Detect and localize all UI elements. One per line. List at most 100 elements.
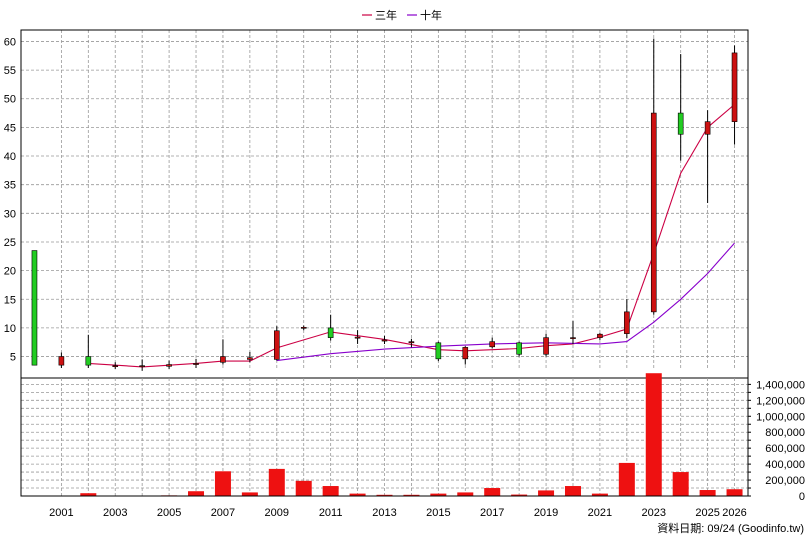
candlesticks: [31, 38, 738, 371]
candle-2005: [166, 360, 172, 370]
volume-bar-2019: [538, 490, 555, 496]
candle-body: [193, 363, 199, 365]
volume-bar-2020: [564, 486, 581, 496]
volume-bar-2017: [484, 488, 501, 496]
volume-bar-2010: [295, 480, 312, 496]
volume-tick-label: 400,000: [765, 459, 805, 471]
volume-bar-2023: [645, 373, 662, 496]
candle-2014: [408, 338, 415, 348]
volume-bar-2009: [268, 468, 285, 496]
chart-frame: [20, 29, 749, 497]
candle-body: [516, 342, 522, 355]
candle-2003: [112, 362, 119, 370]
price-tick-label: 35: [4, 180, 16, 192]
candle-2013: [381, 335, 388, 344]
candle-body: [624, 311, 630, 334]
x-tick-label: 2017: [480, 507, 504, 519]
candle-body: [462, 347, 469, 360]
x-axis: 2001 2003 2005 2007 2009 2011 2013 2015 2017 2019…: [49, 507, 747, 519]
candle-body: [166, 364, 172, 367]
candle-body: [489, 341, 496, 348]
price-tick-label: 60: [4, 36, 16, 48]
volume-bar-2014: [403, 494, 420, 496]
volume-tick-label: 1,200,000: [756, 395, 805, 407]
candle-body: [112, 365, 119, 368]
candle-2026: [731, 45, 738, 145]
candle-2007: [220, 339, 226, 365]
candle-body: [31, 250, 38, 366]
volume-bar-2016: [457, 492, 474, 496]
volume-bar-2006: [188, 491, 205, 496]
volume-tick-label: 200,000: [765, 475, 805, 487]
x-tick-label: 2013: [372, 507, 396, 519]
candle-body: [731, 52, 738, 122]
data-date-note: 資料日期: 09/24 (Goodinfo.tw): [657, 521, 804, 535]
candle-body: [381, 339, 388, 342]
candle-2016: [462, 346, 469, 365]
candle-2010: [300, 325, 307, 331]
candle-2019: [543, 333, 549, 357]
price-tick-label: 20: [4, 266, 16, 278]
price-gridlines: [21, 30, 748, 379]
volume-bar-2012: [349, 493, 366, 496]
volume-gridlines: [21, 378, 748, 497]
x-tick-label: 2015: [426, 507, 450, 519]
x-tick-label: 2025: [695, 507, 719, 519]
volume-bar-2018: [511, 494, 528, 496]
candle-2025: [704, 110, 711, 204]
x-tick-label: 2007: [211, 507, 235, 519]
volume-axis: 0 200,000 400,000 600,000 800,000 1,000,000 1,…: [748, 379, 805, 503]
x-tick-label: 2023: [642, 507, 666, 519]
candle-body: [435, 342, 442, 360]
candle-2000: [31, 250, 38, 366]
volume-bar-2002: [80, 493, 97, 496]
price-panel: 5 10 15 20 25 30 35 40 45 50 55 60: [4, 30, 748, 379]
candle-body: [220, 356, 226, 363]
legend-label-1: 十年: [420, 8, 442, 22]
x-tick-label: 2011: [319, 507, 343, 519]
volume-bar-2015: [430, 493, 447, 496]
x-tick-label: 2005: [157, 507, 181, 519]
price-tick-label: 50: [4, 94, 16, 106]
legend-label-0: 三年: [375, 8, 397, 22]
candle-body: [354, 336, 361, 339]
volume-bar-2007: [214, 471, 231, 496]
chart-legend: 三年 十年: [362, 8, 442, 22]
candle-2024: [677, 54, 684, 161]
price-tick-label: 15: [4, 294, 16, 306]
candle-body: [139, 365, 145, 368]
x-tick-label: 2009: [265, 507, 289, 519]
candle-body: [650, 112, 657, 313]
candle-body: [85, 356, 92, 366]
candle-2022: [624, 299, 630, 339]
candle-2020: [570, 321, 576, 344]
volume-tick-label: 1,000,000: [756, 411, 805, 423]
candle-body: [570, 337, 576, 339]
price-tick-label: 25: [4, 237, 16, 249]
price-tick-label: 5: [10, 352, 16, 364]
candle-2012: [354, 330, 361, 344]
candle-body: [677, 112, 684, 135]
price-tick-label: 55: [4, 65, 16, 77]
candle-2011: [327, 314, 334, 341]
volume-bar-2011: [322, 486, 339, 496]
volume-bar-2008: [241, 492, 258, 496]
volume-tick-label: 600,000: [765, 443, 805, 455]
volume-tick-label: 0: [799, 491, 805, 503]
candle-body: [300, 327, 307, 329]
candle-body: [408, 341, 415, 344]
candle-body: [247, 357, 253, 360]
volume-bar-2021: [591, 493, 608, 496]
candle-body: [597, 333, 603, 338]
candle-2015: [435, 341, 442, 362]
average-line-0: [88, 104, 735, 368]
candle-2002: [85, 334, 92, 368]
price-tick-label: 10: [4, 323, 16, 335]
volume-bar-2013: [376, 494, 393, 496]
price-tick-label: 40: [4, 151, 16, 163]
candle-2018: [516, 341, 522, 357]
candle-2004: [139, 359, 145, 371]
volume-tick-label: 800,000: [765, 427, 805, 439]
volume-panel: 0 200,000 400,000 600,000 800,000 1,000,000 1,…: [21, 373, 805, 503]
